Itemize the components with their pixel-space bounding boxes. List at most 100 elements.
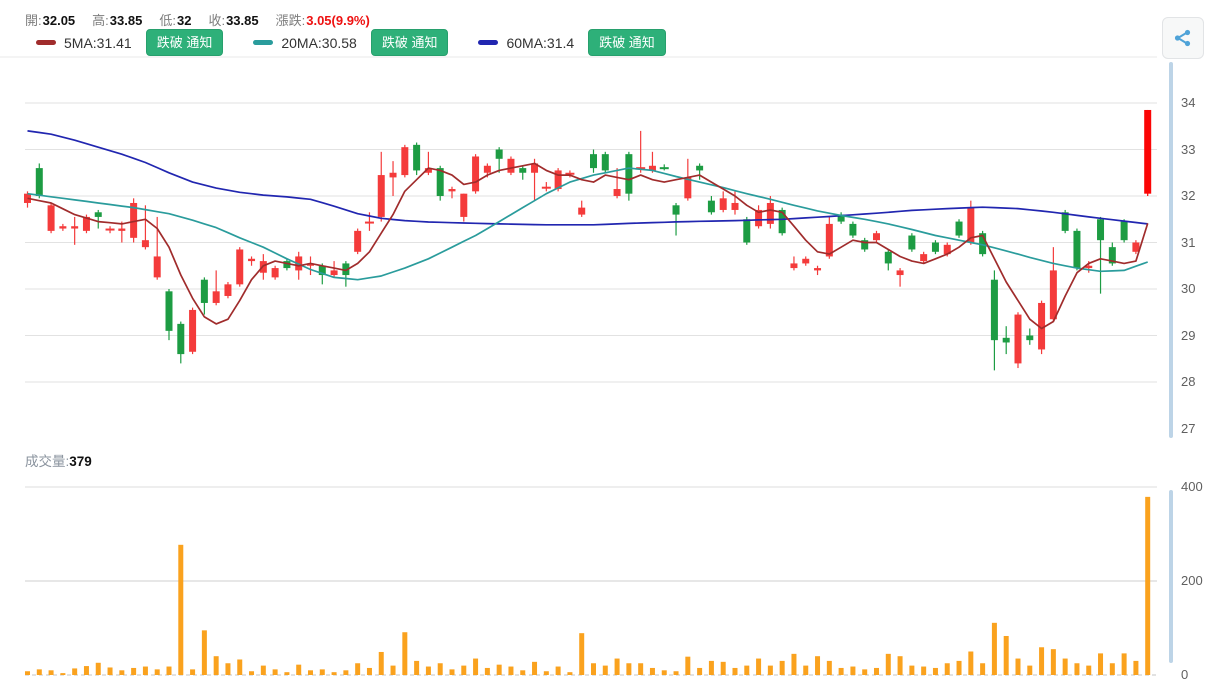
volume-bar <box>756 658 762 675</box>
ma20-alert-button[interactable]: 跌破 通知 <box>370 29 449 56</box>
share-button[interactable] <box>1162 17 1204 59</box>
candle-body <box>589 154 597 169</box>
candle-body <box>625 154 633 194</box>
candle-body <box>389 172 397 178</box>
volume-bar <box>473 658 479 675</box>
volume-bar <box>614 658 620 675</box>
change-value: 漲跌:3.05(9.9%) <box>275 13 370 28</box>
volume-bar <box>673 671 679 675</box>
volume-bar <box>602 665 608 675</box>
ma5-swatch-icon <box>36 40 56 45</box>
volume-label: 成交量: <box>25 454 70 469</box>
candle-body <box>802 258 810 264</box>
candle-body <box>94 212 102 217</box>
candle-body <box>1002 337 1010 343</box>
volume-bar <box>72 668 78 675</box>
candle-body <box>884 251 892 264</box>
volume-bar <box>461 665 467 675</box>
volume-bar <box>1109 663 1115 675</box>
candle-body <box>684 177 692 199</box>
volume-bar <box>272 669 278 675</box>
volume-bar <box>791 653 797 675</box>
volume-bar <box>590 663 596 675</box>
volume-bar <box>1027 665 1033 675</box>
candle-body <box>460 193 468 217</box>
close-value: 收:33.85 <box>208 13 259 28</box>
candle-body <box>648 165 656 171</box>
candle-body <box>943 244 951 255</box>
share-icon <box>1174 29 1191 47</box>
candle-body <box>342 263 350 276</box>
volume-bar <box>343 670 349 675</box>
candle-body <box>778 209 786 234</box>
candle-body <box>354 230 362 252</box>
volume-bar <box>414 660 420 675</box>
volume-bar <box>166 666 172 675</box>
ma5-alert-button[interactable]: 跌破 通知 <box>145 29 224 56</box>
candle-body <box>436 168 444 196</box>
volume-bar <box>437 663 443 675</box>
volume-bar <box>543 671 549 675</box>
candle-body <box>554 170 562 190</box>
price-axis-tick: 28 <box>1181 374 1196 389</box>
candle-body <box>955 221 963 236</box>
volume-bar <box>850 666 856 675</box>
volume-bar <box>732 667 738 675</box>
candle-body <box>565 172 575 175</box>
candle-body <box>613 189 621 196</box>
volume-bar <box>366 667 372 675</box>
volume-bar <box>862 669 868 675</box>
volume-bar <box>980 663 986 675</box>
volume-bar <box>956 660 962 675</box>
volume-bar <box>921 666 927 675</box>
candle-body <box>1049 270 1057 320</box>
volume-chart-scrollbar[interactable] <box>1169 490 1173 663</box>
candle-body <box>1061 212 1069 231</box>
volume-bar <box>697 667 703 675</box>
candle-body <box>105 228 115 231</box>
candle-body <box>1108 247 1116 264</box>
volume-bar <box>296 664 302 675</box>
volume-bar <box>897 656 903 675</box>
candle-body <box>531 163 539 173</box>
volume-axis-tick: 200 <box>1181 573 1203 588</box>
volume-bar <box>909 665 915 675</box>
volume-bar <box>579 633 585 675</box>
volume-bar <box>425 666 431 675</box>
candle-body <box>165 291 173 331</box>
ma60-label: 60MA:31.4 <box>506 34 575 51</box>
candle-body <box>448 189 456 192</box>
candle-body <box>825 223 833 257</box>
candle-body <box>306 263 314 266</box>
volume-bar <box>107 667 113 675</box>
candle-body <box>1073 230 1081 269</box>
candle-body <box>1026 335 1034 341</box>
candle-body <box>707 200 715 213</box>
volume-bar <box>201 630 207 675</box>
volume-bar <box>838 667 844 675</box>
volume-bar <box>1039 647 1045 675</box>
volume-bar <box>1086 665 1092 675</box>
candle-body <box>483 165 491 173</box>
volume-bar <box>932 667 938 675</box>
candle-body <box>967 207 975 243</box>
volume-bar <box>649 667 655 675</box>
volume-bar <box>661 670 667 675</box>
candle-body <box>413 144 421 171</box>
price-axis-tick: 29 <box>1181 327 1196 343</box>
price-chart-scrollbar[interactable] <box>1169 62 1173 438</box>
ma60-alert-button[interactable]: 跌破 通知 <box>588 29 666 56</box>
price-axis-tick: 30 <box>1181 281 1196 296</box>
volume-bar <box>48 670 54 675</box>
price-axis-tick: 27 <box>1181 420 1196 436</box>
volume-bar <box>1145 496 1151 675</box>
candle-body <box>330 270 338 276</box>
volume-bar <box>95 662 101 675</box>
candle-body <box>283 261 291 269</box>
volume-bar <box>885 653 891 675</box>
ma5-label: 5MA:31.41 <box>64 34 132 51</box>
candle-body <box>495 149 503 159</box>
volume-bar <box>555 666 561 675</box>
candle-body <box>601 154 609 171</box>
